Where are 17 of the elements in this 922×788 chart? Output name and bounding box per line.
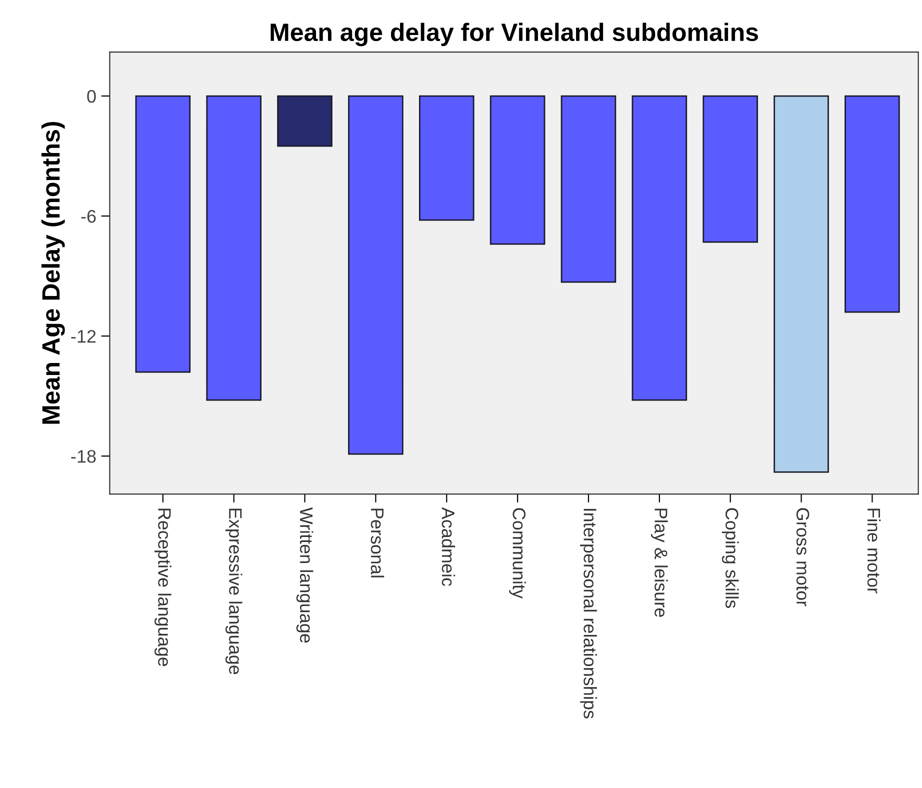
chart-title: Mean age delay for Vineland subdomains	[270, 22, 758, 46]
y-tick-label: -6	[81, 210, 96, 223]
y-axis-title: Mean Age Delay (months)	[41, 122, 65, 424]
x-tick-label: Personal	[370, 508, 384, 578]
x-tick-label: Coping skills	[722, 508, 739, 608]
y-tick-label: -12	[71, 330, 96, 343]
x-tick-label: Community	[509, 508, 526, 599]
x-tick-label: Play & leisure	[651, 508, 668, 617]
x-tick-label: Written language	[296, 507, 314, 643]
y-tick-label: 0	[87, 90, 96, 103]
x-tick-label: Interpersonal relationships	[580, 508, 597, 718]
x-tick-label: Fine motor	[867, 508, 881, 594]
x-tick-label: Receptive language	[154, 508, 172, 666]
x-tick-label: Acadmeic	[442, 507, 456, 586]
x-tick-label: Gross motor	[796, 508, 810, 606]
x-tick-label: Expressive language	[225, 508, 242, 674]
y-tick-label: -18	[71, 450, 96, 463]
